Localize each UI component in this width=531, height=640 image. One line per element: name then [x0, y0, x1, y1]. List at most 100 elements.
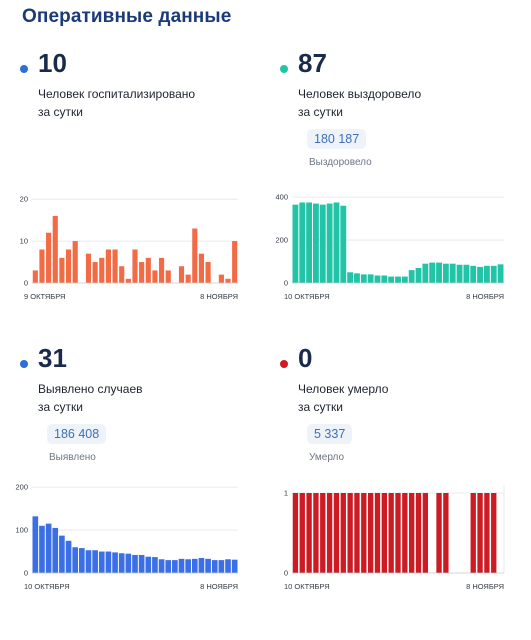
bar [79, 548, 85, 573]
bar [409, 493, 415, 573]
y-tick-label: 1 [284, 489, 288, 498]
cases-chart: 0 100 200 10 ОКТЯБРЯ 8 НОЯБРЯ [15, 483, 238, 591]
deaths-dot-icon [280, 360, 288, 368]
bar [232, 241, 238, 283]
bar [105, 551, 112, 573]
bar [105, 249, 111, 283]
bar [59, 257, 65, 283]
bar [347, 493, 353, 573]
bar [442, 263, 449, 283]
y-tick-label: 10 [20, 237, 28, 246]
bar [218, 274, 224, 283]
bar [165, 560, 172, 573]
bar [191, 558, 198, 573]
bar [456, 264, 463, 283]
bar [333, 493, 340, 573]
x-start-label: 10 ОКТЯБРЯ [284, 292, 330, 301]
bar [354, 273, 360, 283]
bar [333, 202, 340, 283]
bar [299, 493, 305, 573]
recovered-total-label: Выздоровело [309, 157, 372, 168]
bar [306, 202, 313, 283]
bar [72, 241, 78, 283]
bar [218, 560, 225, 573]
bar [99, 257, 105, 283]
bar [491, 493, 497, 573]
hospitalized-value: 10 [38, 48, 67, 78]
bar [98, 551, 105, 573]
cases-panel: 31 Выявлено случаев за сутки 186 408 Выя… [15, 340, 270, 640]
bar [422, 493, 429, 573]
hospitalized-chart: 0 10 20 9 ОКТЯБРЯ 8 НОЯБРЯ [20, 195, 238, 301]
bar [354, 493, 360, 573]
bar [39, 249, 45, 283]
cases-total-label: Выявлено [49, 452, 96, 463]
bar [299, 202, 306, 283]
bar [231, 559, 238, 573]
bar [326, 203, 333, 283]
bar [395, 493, 401, 573]
deaths-panel: 0 Человек умерло за сутки 5 337 Умерло 0… [280, 340, 530, 640]
bar [158, 559, 165, 573]
bar [225, 278, 231, 283]
bar [367, 493, 374, 573]
bar [32, 516, 39, 573]
bar [429, 262, 436, 283]
bar [185, 559, 191, 573]
bar [92, 550, 98, 573]
bar [65, 249, 72, 283]
bar [484, 493, 490, 573]
cases-total: 186 408 [47, 424, 107, 444]
bar [198, 253, 205, 283]
bar [402, 493, 408, 573]
bar [436, 262, 442, 283]
y-tick-label: 400 [275, 193, 288, 202]
bar [72, 547, 79, 573]
bar [205, 558, 211, 573]
bar [306, 493, 312, 573]
bar [320, 493, 326, 573]
bar [422, 263, 429, 283]
bar [211, 560, 218, 573]
bar [185, 274, 191, 283]
bar [132, 249, 138, 283]
bar [39, 525, 45, 573]
bar [32, 270, 38, 283]
bar [470, 493, 476, 573]
bar [59, 535, 65, 573]
hospitalized-caption: Человек госпитализировано за сутки [38, 85, 268, 121]
deaths-chart: 0 1 10 ОКТЯБРЯ 8 НОЯБРЯ [284, 485, 505, 591]
bar [192, 228, 198, 283]
hospitalized-caption-line-1: Человек госпитализировано [38, 87, 196, 101]
bar [443, 493, 449, 573]
y-tick-label: 100 [15, 526, 28, 535]
bar [401, 276, 408, 283]
y-tick-label: 0 [24, 279, 28, 288]
x-start-label: 10 ОКТЯБРЯ [24, 582, 70, 591]
x-end-label: 8 НОЯБРЯ [466, 292, 504, 301]
bar [92, 262, 98, 283]
bar [347, 272, 354, 283]
bar [178, 558, 185, 573]
bar [326, 493, 333, 573]
bar [313, 203, 319, 283]
bar [178, 266, 185, 283]
recovered-panel: 87 Человек выздоровело за сутки 180 187 … [275, 45, 530, 345]
bar [152, 270, 158, 283]
bar [436, 493, 442, 573]
bar [449, 263, 456, 283]
bar [85, 550, 92, 573]
bar [205, 262, 211, 283]
x-end-label: 8 НОЯБРЯ [200, 582, 238, 591]
bar [367, 274, 374, 283]
bar [490, 265, 497, 283]
bar [125, 553, 132, 573]
bar [85, 253, 92, 283]
bar [360, 274, 367, 283]
bar [470, 265, 477, 283]
deaths-caption-line-1: Человек умерло [298, 382, 389, 396]
bar [139, 262, 145, 283]
bar [172, 560, 178, 573]
y-tick-label: 0 [24, 569, 28, 578]
x-start-label: 9 ОКТЯБРЯ [24, 292, 65, 301]
